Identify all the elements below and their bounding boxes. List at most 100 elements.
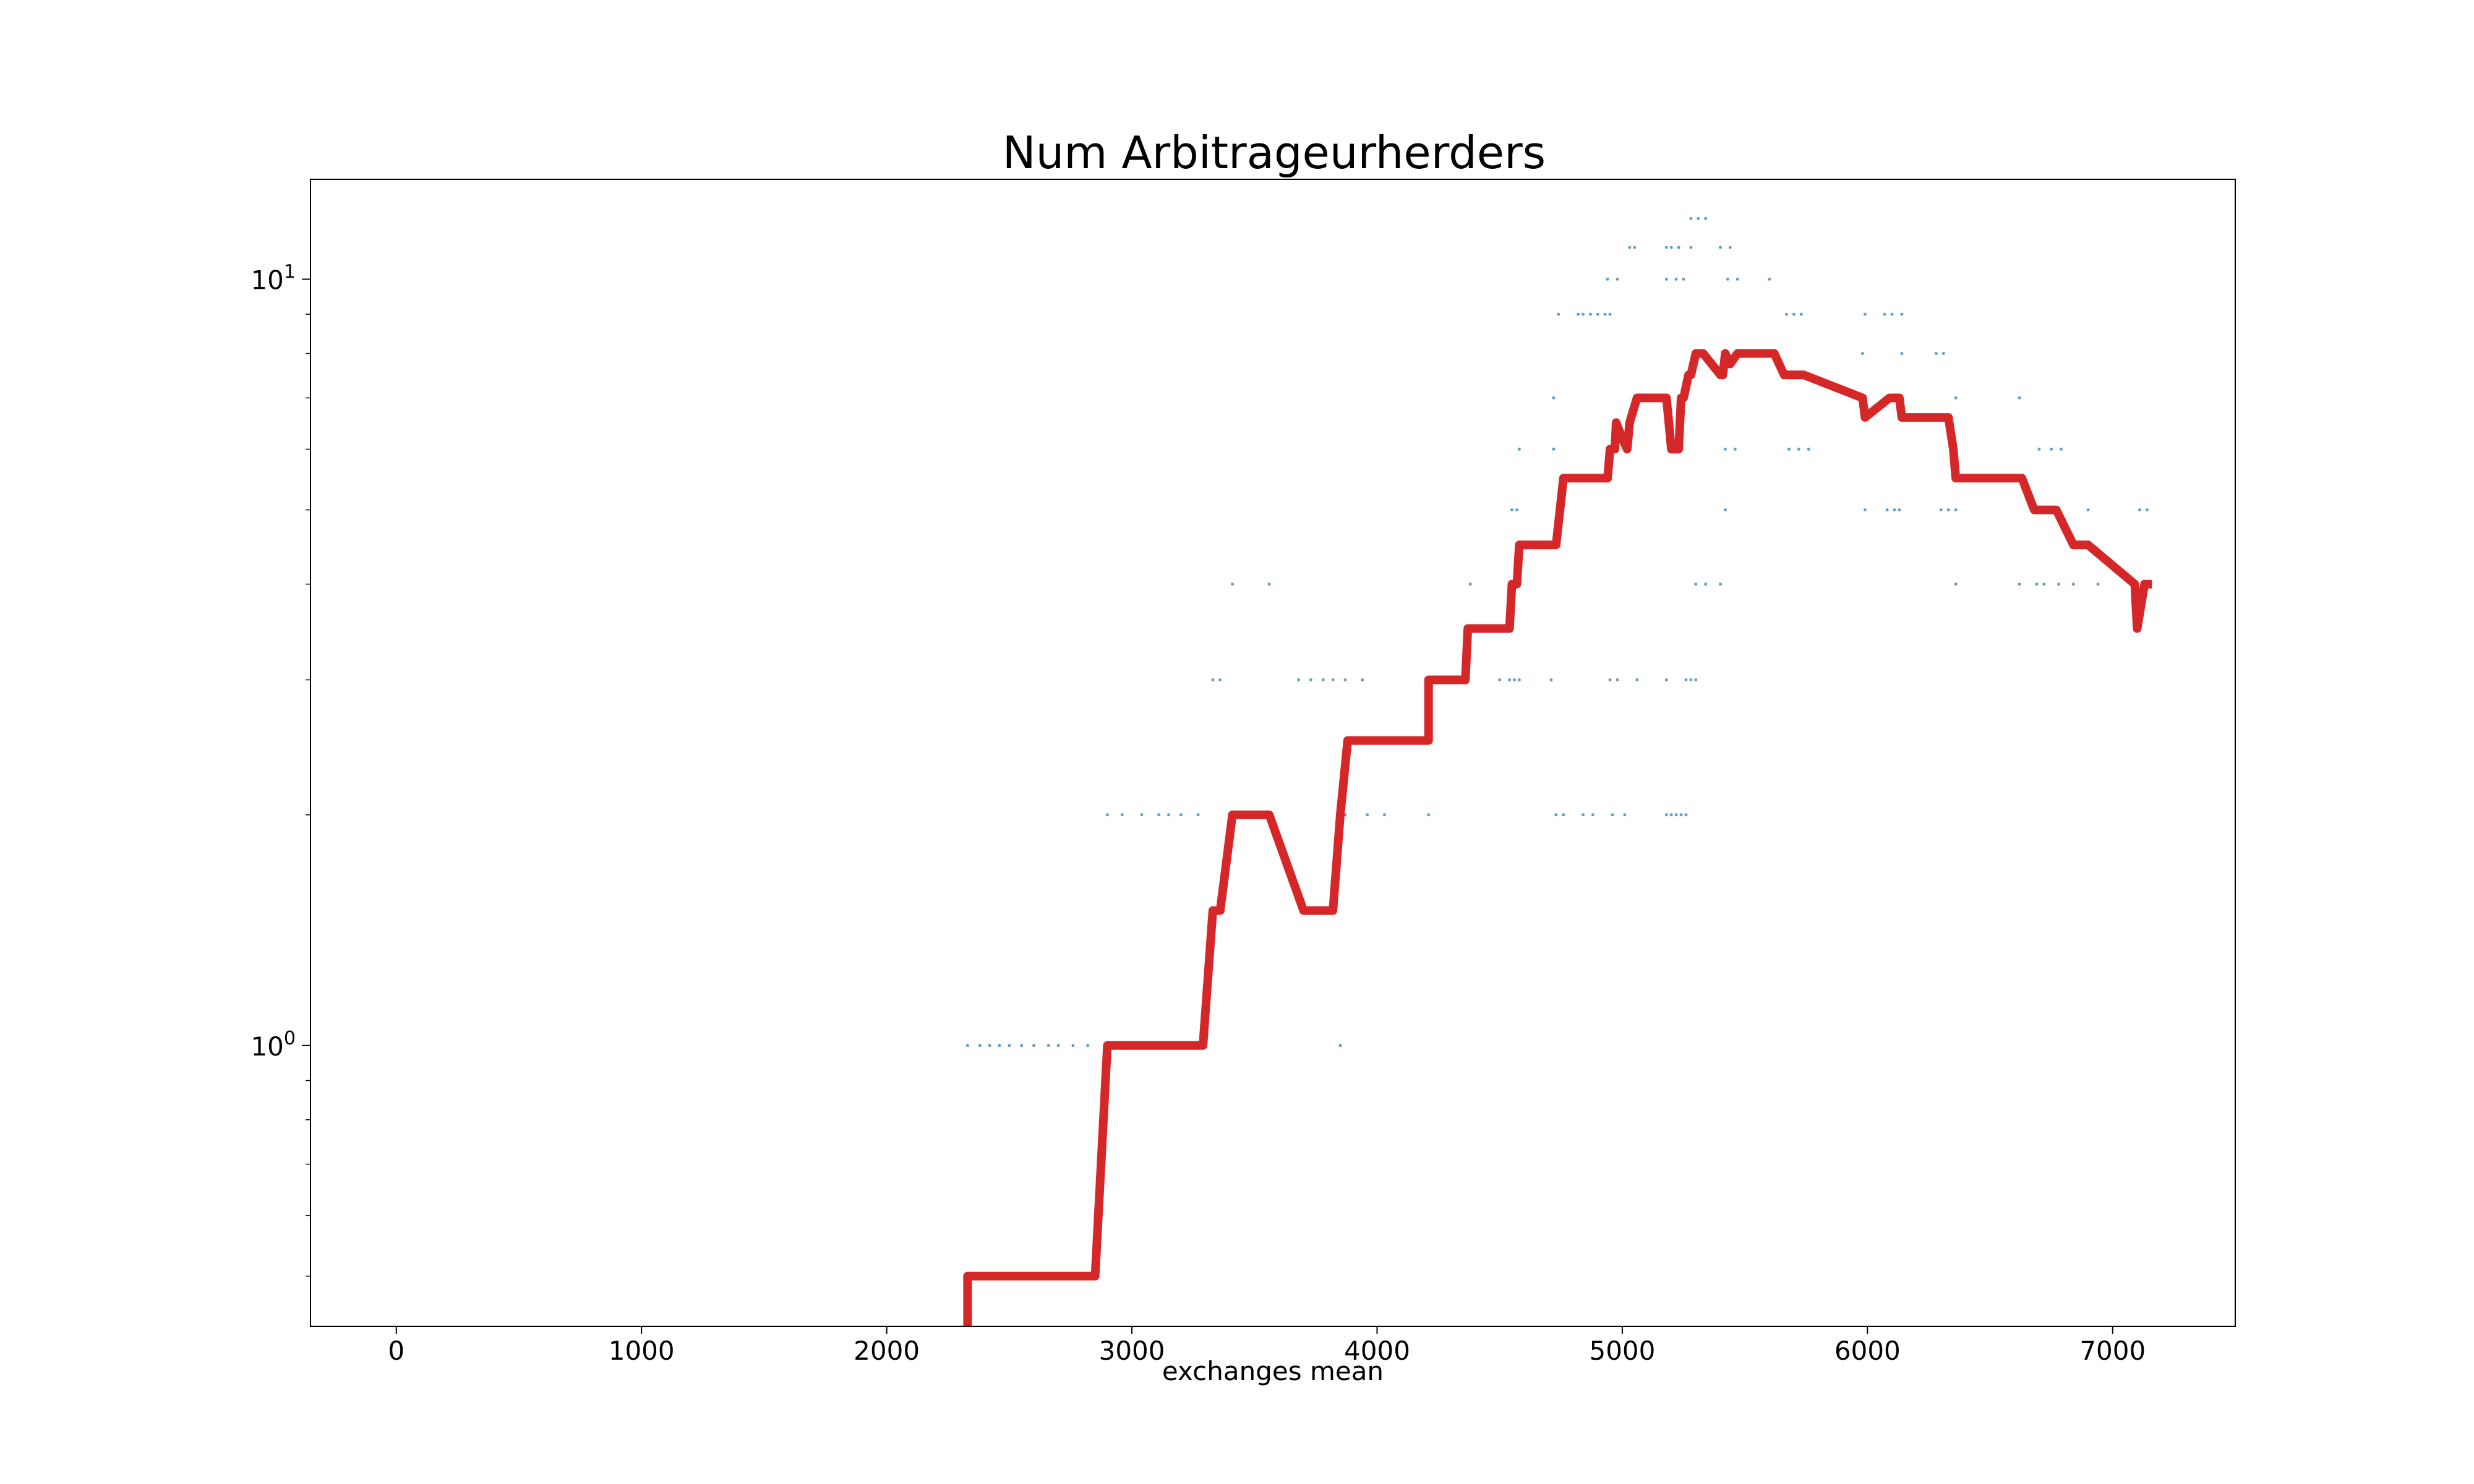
scatter-point [1056,1044,1060,1047]
scatter-point [1664,278,1668,281]
scatter-point [1697,216,1700,220]
scatter-point [2096,582,2100,586]
scatter-point [1677,245,1680,249]
scatter-point [1603,312,1607,316]
scatter-point [1517,447,1521,451]
scatter-point [1211,678,1215,681]
scatter-point [1218,678,1222,681]
scatter-point [1343,678,1347,681]
scatter-point [1338,1044,1342,1047]
scatter-point [1682,278,1685,281]
scatter-point [1723,447,1727,451]
scatter-point [1664,678,1668,681]
scatter-point [1582,312,1585,316]
scatter-point [1674,278,1678,281]
scatter-point [1633,245,1637,249]
scatter-point [1611,813,1614,817]
scatter-point [1787,447,1791,451]
scatter-point [1719,245,1722,249]
scatter-point [1554,813,1558,817]
scatter-point [1577,312,1580,316]
scatter-point [1086,1044,1090,1047]
scatter-point [1694,582,1698,586]
scatter-point [1679,813,1683,817]
scatter-point [1719,582,1722,586]
x-tick-label: 0 [388,1336,404,1366]
scatter-point [1669,813,1673,817]
scatter-point [988,1044,991,1047]
scatter-point [1669,245,1673,249]
scatter-point [1361,678,1364,681]
scatter-point [1157,813,1161,817]
scatter-point [1608,678,1612,681]
scatter-point [1689,216,1693,220]
scatter-point [1883,312,1886,316]
scatter-point [1736,278,1739,281]
scatter-point [2018,396,2021,399]
series-line [963,349,2152,1326]
scatter-point [1591,813,1594,817]
scatter-point [1704,582,1708,586]
scatter-point [1105,813,1109,817]
scatter-point [1946,508,1950,512]
x-tick-label: 3000 [1099,1336,1165,1366]
scatter-point [1267,582,1271,586]
scatter-point [998,1044,1001,1047]
scatter-point [1664,245,1668,249]
scatter-point [1728,245,1732,249]
scatter-point [1890,312,1894,316]
y-tick-label: 100 [250,1028,296,1062]
scatter-point [2060,447,2063,451]
scatter-point [1120,813,1124,817]
scatter-point [1954,396,1958,399]
scatter-point [1860,352,1864,356]
scatter-point [1689,678,1693,681]
scatter-point [1382,813,1386,817]
scatter-point [1582,813,1585,817]
scatter-point [2042,582,2046,586]
scatter-point [2145,508,2149,512]
scatter-point [1596,312,1599,316]
y-tick-label: 101 [250,262,296,296]
scatter-point [1297,678,1301,681]
scatter-point [1733,447,1737,451]
scatter-point [1549,678,1553,681]
scatter-point [1552,396,1556,399]
scatter-point [1468,582,1472,586]
scatter-point [1623,813,1627,817]
scatter-point [1427,813,1431,817]
scatter-point [1900,352,1904,356]
scatter-point [1616,678,1619,681]
scatter-point [1900,312,1904,316]
scatter-point [1863,312,1867,316]
scatter-point [1723,508,1727,512]
scatter-point [1674,813,1678,817]
scatter-point [1309,678,1312,681]
axes-frame [310,179,2236,1327]
scatter-point [1366,813,1369,817]
scatter-point [1726,278,1729,281]
scatter-point [1557,312,1560,316]
scatter-point [1684,678,1688,681]
axes: 0 1000 2000 3000 4000 5000 6000 7000 100 101 [250,262,2146,1366]
scatter-point [1898,508,1901,512]
x-tick-label: 2000 [854,1336,920,1366]
scatter-point [2138,508,2141,512]
scatter-point [1689,245,1693,249]
scatter-point [1231,582,1235,586]
scatter-point [1616,278,1619,281]
scatter-point [1893,508,1896,512]
scatter-point [1321,678,1325,681]
plot-area [963,216,2152,1326]
scatter-point [1694,678,1698,681]
scatter-point [1799,312,1803,316]
scatter-point [1885,508,1889,512]
x-tick-label: 4000 [1344,1336,1410,1366]
x-tick-label: 5000 [1589,1336,1655,1366]
scatter-point [1635,678,1639,681]
scatter-point [1032,1044,1035,1047]
scatter-point [1954,508,1958,512]
scatter-point [965,1044,969,1047]
